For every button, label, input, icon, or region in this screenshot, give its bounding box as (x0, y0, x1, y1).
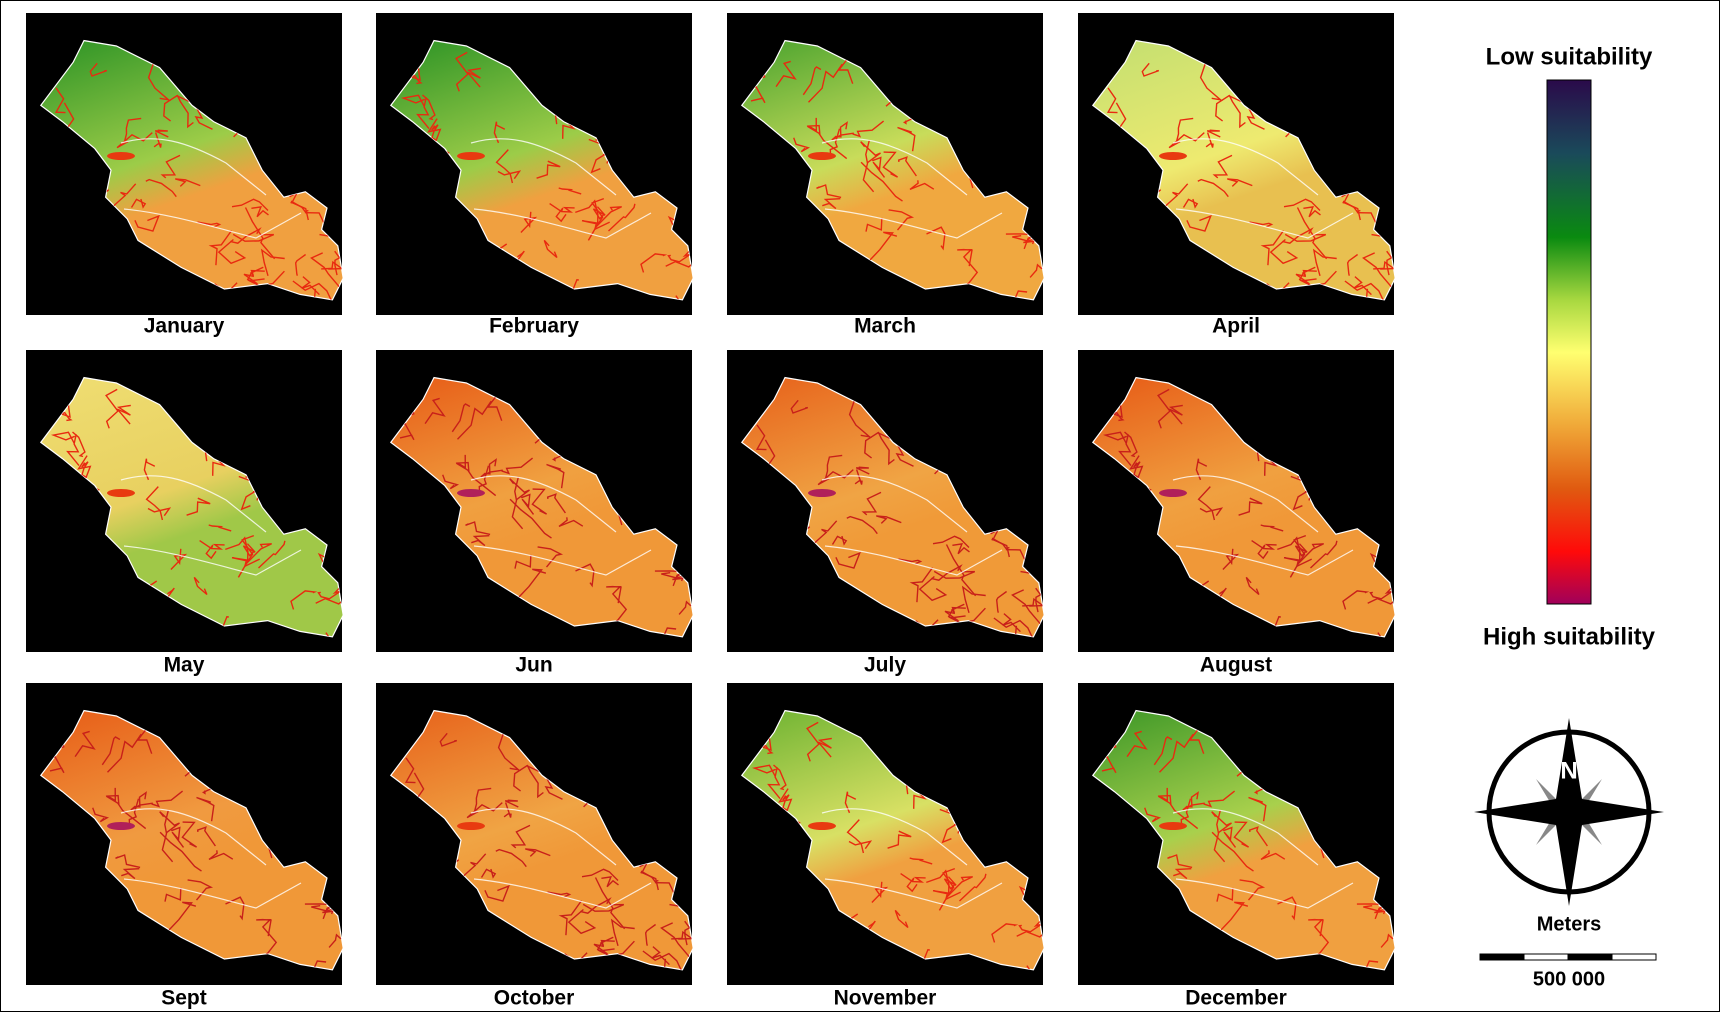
map-panel (376, 350, 716, 660)
panel-grid (20, 13, 1426, 993)
month-label: May (164, 654, 205, 677)
river (346, 534, 373, 561)
month-label: April (1212, 315, 1260, 338)
scale-label: 500 000 (1533, 968, 1605, 990)
reservoir (808, 152, 836, 160)
map-panel (26, 683, 366, 993)
reservoir (1159, 822, 1187, 830)
scale-segment (1524, 954, 1568, 960)
map-panel (20, 350, 374, 653)
reservoir (808, 489, 836, 497)
figure: Low suitability High suitability N Meter… (0, 0, 1720, 1012)
map-panel (26, 13, 353, 323)
month-label: Sept (161, 987, 207, 1010)
map-panel (721, 683, 1075, 986)
reservoir (107, 489, 135, 497)
river (338, 888, 366, 932)
river (1398, 534, 1425, 561)
map-panel (727, 13, 1067, 323)
month-label: March (854, 315, 916, 338)
north-arrow: N (1474, 718, 1664, 906)
reservoir (107, 152, 135, 160)
compass-north-label: N (1560, 757, 1577, 784)
month-label: Jun (515, 654, 552, 677)
map-panel (1078, 13, 1405, 323)
month-label: October (494, 987, 575, 1010)
reservoir (457, 822, 485, 830)
month-label: August (1200, 654, 1272, 677)
map-panel (376, 683, 703, 993)
legend-bottom-label: High suitability (1483, 623, 1656, 650)
river (1047, 867, 1074, 894)
reservoir (457, 489, 485, 497)
compass-major-points (1474, 718, 1664, 906)
legend-colorbar (1547, 80, 1591, 604)
river (696, 197, 723, 224)
river (1390, 888, 1418, 932)
reservoir (808, 822, 836, 830)
reservoir (1159, 152, 1187, 160)
map-panel (370, 13, 723, 316)
map-panel (727, 350, 1054, 660)
scale-segment (1612, 954, 1656, 960)
river (688, 555, 716, 599)
scale-segment (1568, 954, 1612, 960)
river (1039, 218, 1067, 262)
reservoir (1159, 489, 1187, 497)
map-panel (1072, 350, 1426, 653)
month-label: December (1185, 987, 1287, 1010)
legend-top-label: Low suitability (1486, 43, 1653, 70)
month-label: July (864, 654, 906, 677)
month-label: November (834, 987, 937, 1010)
reservoir (457, 152, 485, 160)
scale-bar (1480, 954, 1656, 960)
reservoir (107, 822, 135, 830)
scale-segment (1480, 954, 1524, 960)
scale-unit: Meters (1537, 913, 1601, 935)
month-label: February (489, 315, 579, 338)
month-label: January (144, 315, 225, 338)
map-panel (1078, 683, 1418, 993)
